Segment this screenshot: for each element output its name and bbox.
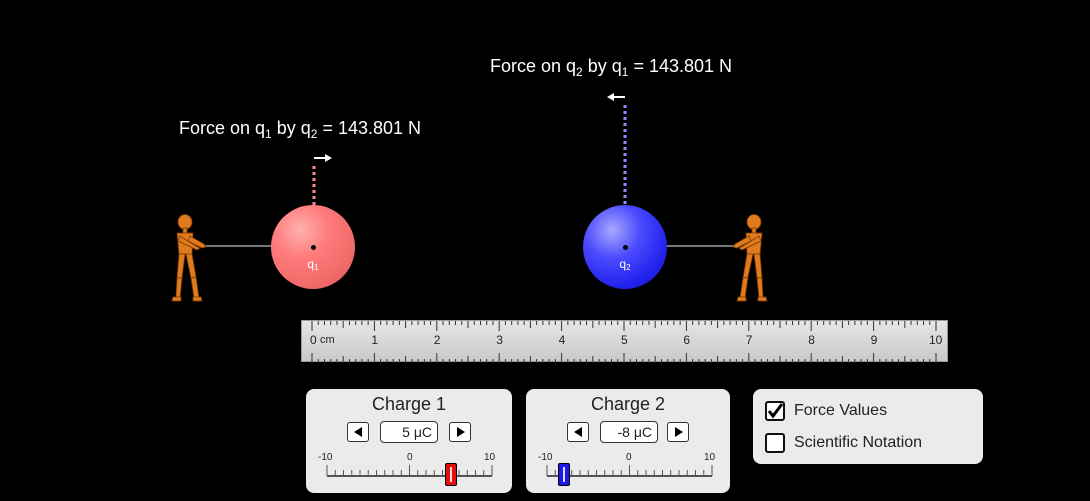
charge1-increment-button[interactable] (449, 422, 471, 442)
force-label-q1-mid: by q (271, 118, 311, 138)
ruler-number: 7 (745, 333, 753, 347)
puller-figure-right (732, 214, 768, 302)
ruler-number: 5 (621, 333, 628, 347)
force-values-label[interactable]: Force Values (794, 402, 888, 419)
rope-right (666, 245, 738, 247)
rope-left (205, 245, 273, 247)
ruler-number: 3 (496, 333, 503, 347)
ruler-number: 9 (870, 333, 878, 347)
charge2-min-label: -10 (538, 452, 553, 463)
ruler-unit: cm (320, 334, 335, 346)
charge1-decrement-button[interactable] (347, 422, 369, 442)
charge-q1[interactable]: q1 (271, 205, 355, 289)
charge2-value: -8 μC (600, 421, 658, 443)
charge1-mid-label: 0 (407, 452, 413, 463)
force-label-q1-sub1: 1 (265, 127, 272, 141)
charge2-slider-track[interactable] (526, 389, 730, 493)
charge-q2-label-letter: q (619, 257, 627, 271)
charge1-slider-thumb[interactable] (444, 463, 457, 486)
charge2-mid-label: 0 (626, 452, 632, 463)
ruler-ticks (311, 321, 937, 363)
ruler-number: 2 (433, 333, 441, 347)
force-label-q1-sub2: 2 (310, 127, 318, 141)
ruler-number: 1 (371, 333, 379, 347)
force-value-q2: = 143.801 N (628, 56, 733, 76)
ruler-number: 8 (808, 333, 815, 347)
charge-q1-center (311, 245, 316, 250)
charge2-max-label: 10 (704, 452, 716, 463)
force-label-q2: Force on q2 by q1 = 143.801 N (490, 56, 732, 79)
ruler-number: 4 (558, 333, 566, 347)
charge2-title: Charge 2 (590, 394, 666, 414)
scientific-notation-label[interactable]: Scientific Notation (794, 434, 923, 451)
charge2-panel: Charge 2 -8 μC -10 0 10 (526, 389, 730, 493)
charge1-panel: Charge 1 5 μC -10 0 10 (306, 389, 512, 493)
charge1-value: 5 μC (380, 421, 438, 443)
charge-q2[interactable]: q2 (583, 205, 667, 289)
force-label-q2-mid: by q (582, 56, 622, 76)
options-panel: Force Values Scientific Notation (753, 389, 983, 464)
charge1-min-label: -10 (318, 452, 333, 463)
force-label-q2-sub1: 2 (576, 65, 583, 79)
ruler-number: 0 (310, 333, 317, 347)
charge-q2-center (623, 245, 628, 250)
force-value-q1: = 143.801 N (317, 118, 422, 138)
force-label-q1-prefix: Force on q (179, 118, 266, 138)
charge-q1-label: q1 (271, 257, 355, 272)
checkmark-icon (767, 403, 784, 419)
ruler-number: 10 (929, 333, 943, 347)
charge-q1-label-letter: q (307, 257, 315, 271)
charge2-increment-button[interactable] (667, 422, 689, 442)
charge1-slider-track[interactable] (306, 389, 512, 493)
force-label-q2-sub2: 1 (621, 65, 629, 79)
charge-q2-label: q2 (583, 257, 667, 272)
charge1-max-label: 10 (484, 452, 496, 463)
ruler[interactable]: 0 1 2 3 4 5 6 7 8 9 10 (301, 320, 948, 363)
charge2-slider-thumb[interactable] (557, 463, 570, 486)
charge1-title: Charge 1 (371, 394, 447, 414)
force-values-checkbox[interactable] (765, 401, 785, 421)
charge-q1-label-sub: 1 (314, 263, 319, 272)
charge2-decrement-button[interactable] (567, 422, 589, 442)
force-label-q2-prefix: Force on q (490, 56, 577, 76)
puller-figure-left (171, 214, 207, 302)
charge-q2-label-sub: 2 (626, 263, 631, 272)
force-label-q1: Force on q1 by q2 = 143.801 N (179, 118, 421, 141)
ruler-number: 6 (683, 333, 691, 347)
scientific-notation-checkbox[interactable] (765, 433, 785, 453)
